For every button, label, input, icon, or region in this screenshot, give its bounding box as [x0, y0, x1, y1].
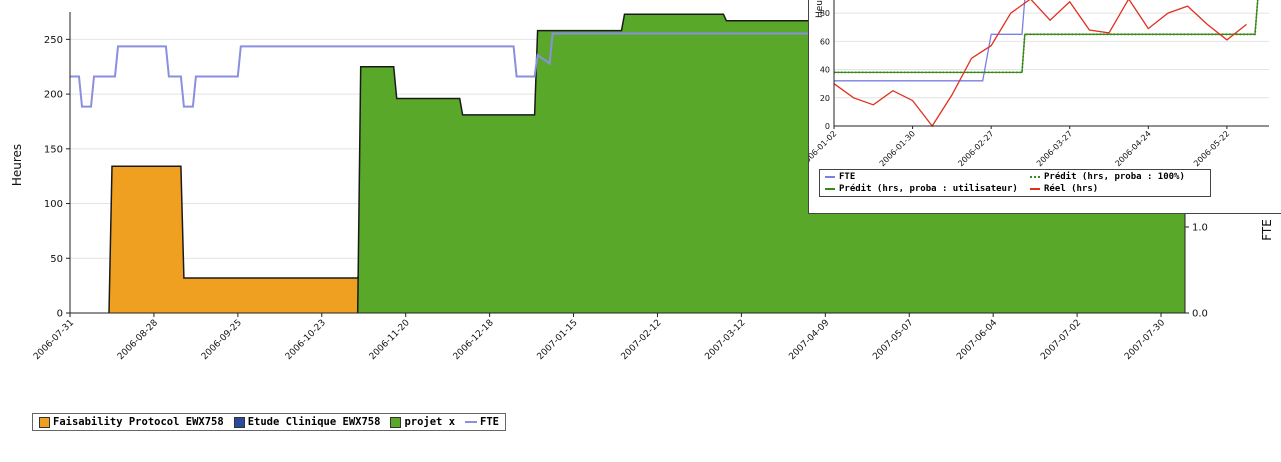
- main-legend: Faisability Protocol EWX758 Etude Cliniq…: [32, 413, 506, 431]
- inset-legend-item-fte: FTE: [825, 172, 1030, 182]
- y-tick-label: 250: [44, 35, 63, 46]
- x-tick-label: 2006-07-31: [32, 318, 76, 362]
- inset-x-tick-label: 2006-01-02: [809, 129, 838, 168]
- inset-x-tick-label: 2006-01-30: [878, 129, 917, 168]
- y-tick-label: 50: [50, 254, 63, 265]
- inset-legend-label-predit-100: Prédit (hrs, proba : 100%): [1044, 172, 1185, 182]
- inset-legend-swatch-reel: [1030, 188, 1040, 190]
- y-tick-label: 150: [44, 144, 63, 155]
- x-tick-label: 2006-09-25: [200, 318, 244, 362]
- x-axis-ticks: 2006-07-31 2006-08-28 2006-09-25 2006-10-23…: [32, 313, 1167, 362]
- legend-label-faisability: Faisability Protocol EWX758: [53, 416, 224, 428]
- x-tick-label: 2007-01-15: [536, 318, 580, 362]
- inset-axes: [833, 0, 1269, 127]
- legend-swatch-projet-x: [390, 416, 402, 428]
- legend-item-fte: FTE: [465, 416, 499, 428]
- inset-grid: [834, 12, 1269, 127]
- line-series: [70, 32, 1185, 108]
- legend-swatch-fte: [465, 421, 478, 423]
- y-axis-ticks: 0 50 100 150 200 250: [44, 35, 70, 320]
- inset-legend-swatch-predit-100: [1030, 176, 1040, 178]
- inset-line-pr-dit-hrs-proba-100: [834, 0, 1259, 74]
- inset-legend-item-predit-utilisateur: Prédit (hrs, proba : utilisateur): [825, 184, 1030, 194]
- inset-x-tick-label: 2006-03-27: [1035, 129, 1074, 168]
- x-tick-label: 2007-05-07: [871, 318, 915, 362]
- x-tick-label: 2006-12-18: [452, 318, 496, 362]
- legend-item-etude-clinique: Etude Clinique EWX758: [233, 416, 381, 428]
- inset-y-tick-label: 40: [820, 66, 830, 75]
- inset-legend-swatch-fte: [825, 176, 835, 178]
- inset-line-pr-dit-hrs-proba-utilisateur: [834, 0, 1259, 74]
- legend-label-fte: FTE: [480, 416, 499, 428]
- inset-x-tick-label: 2006-02-27: [956, 129, 995, 168]
- x-tick-label: 2007-07-02: [1039, 318, 1083, 362]
- y-tick-label: 100: [44, 199, 63, 210]
- inset-y-tick-label: 20: [820, 94, 830, 103]
- legend-item-faisability: Faisability Protocol EWX758: [39, 416, 224, 428]
- inset-y-axis-ticks: 0 20 40 60 80: [820, 9, 830, 131]
- inset-line-r-el-hrs: [833, 0, 1247, 128]
- inset-x-tick-label: 2006-05-22: [1192, 129, 1231, 168]
- inset-legend-label-reel: Réel (hrs): [1044, 184, 1099, 194]
- inset-y-tick-label: 60: [820, 37, 830, 46]
- y2-tick-label: 0.0: [1192, 309, 1208, 320]
- inset-chart: 0 20 40 60 80 2006-01-02 2006-01-30 2006-02-27…: [809, 0, 1269, 168]
- inset-legend-swatch-predit-utilisateur: [825, 188, 835, 190]
- inset-legend-item-reel: Réel (hrs): [1030, 184, 1205, 194]
- legend-label-etude-clinique: Etude Clinique EWX758: [247, 416, 381, 428]
- area-outline-projet-x: [356, 13, 1185, 314]
- x-tick-label: 2007-06-04: [955, 318, 999, 362]
- inset-line-fte: [834, 0, 1026, 82]
- legend-swatch-etude-clinique: [233, 416, 245, 428]
- y2-axis-title: FTE: [1260, 219, 1274, 241]
- legend-item-projet-x: projet x: [390, 416, 455, 428]
- x-tick-label: 2007-03-12: [703, 318, 747, 362]
- line-fte: [70, 32, 1185, 108]
- inset-legend-item-predit-100: Prédit (hrs, proba : 100%): [1030, 172, 1205, 182]
- y-tick-label: 200: [44, 90, 63, 101]
- legend-label-projet-x: projet x: [404, 416, 456, 428]
- x-tick-label: 2007-02-12: [620, 318, 664, 362]
- inset-legend-label-fte: FTE: [839, 172, 856, 182]
- legend-swatch-faisability: [39, 416, 50, 428]
- x-tick-label: 2007-07-30: [1123, 318, 1167, 362]
- y-axis-title: Heures: [10, 144, 24, 186]
- x-tick-label: 2006-11-20: [368, 318, 412, 362]
- y-tick-label: 0: [57, 309, 63, 320]
- x-tick-label: 2006-10-23: [284, 318, 328, 362]
- inset-y-tick-label: 80: [820, 9, 830, 18]
- inset-legend: FTE Prédit (hrs, proba : 100%) Prédit (h…: [819, 169, 1211, 197]
- inset-y-axis-title: Heu: [815, 0, 825, 18]
- inset-line-series: [833, 0, 1259, 128]
- y2-tick-label: 1.0: [1192, 223, 1208, 234]
- inset-legend-label-predit-utilisateur: Prédit (hrs, proba : utilisateur): [839, 184, 1018, 194]
- inset-chart-panel: 0 20 40 60 80 2006-01-02 2006-01-30 2006-02-27…: [808, 0, 1281, 214]
- inset-x-tick-label: 2006-04-24: [1113, 129, 1152, 168]
- inset-y-tick-label: 0: [825, 122, 830, 131]
- inset-x-axis-ticks: 2006-01-02 2006-01-30 2006-02-27 2006-03-27…: [809, 126, 1231, 168]
- x-tick-label: 2006-08-28: [116, 318, 160, 362]
- x-tick-label: 2007-04-09: [787, 318, 831, 362]
